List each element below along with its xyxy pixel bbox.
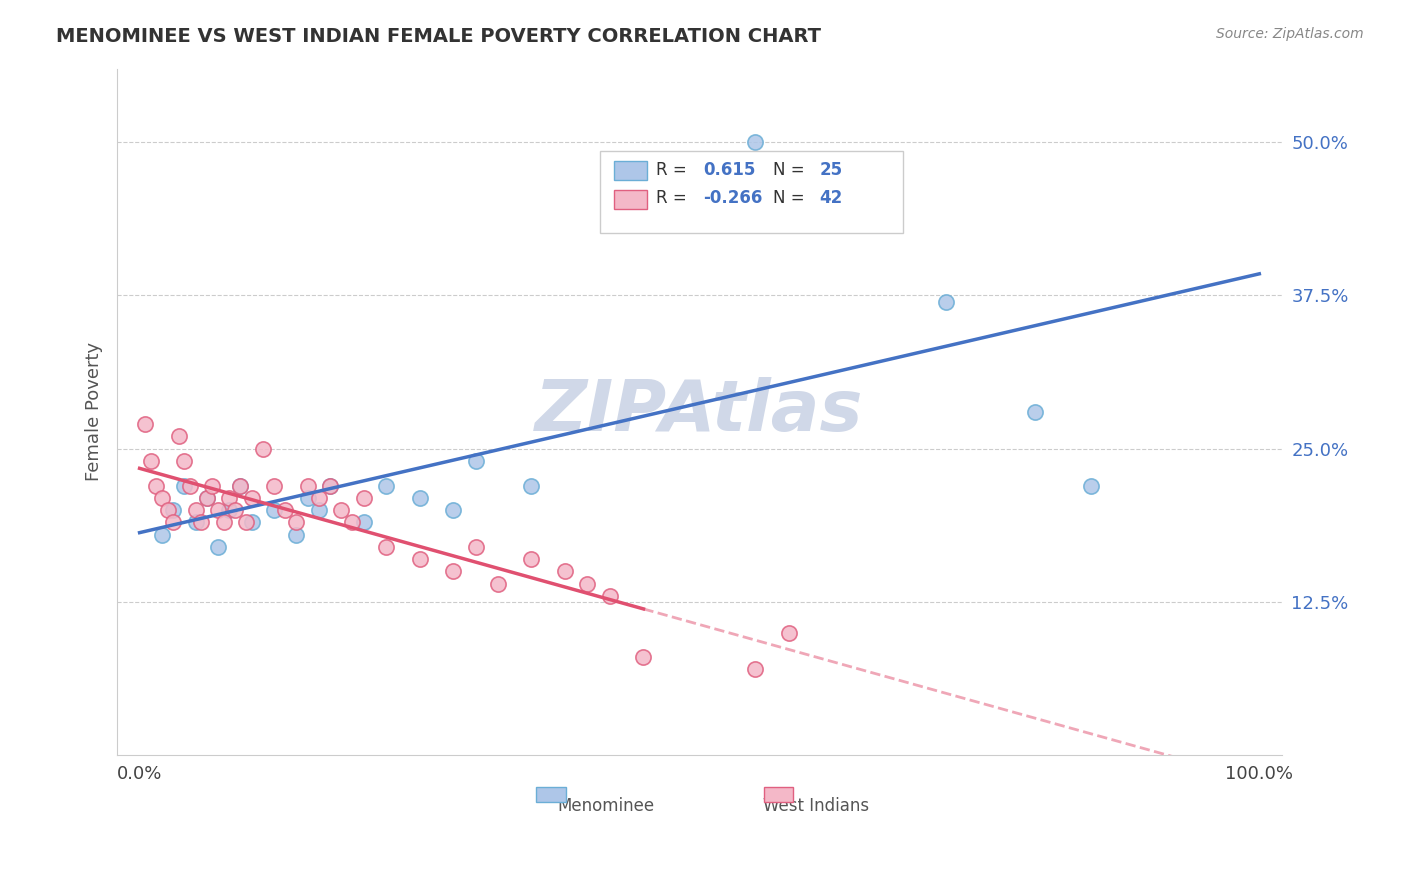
West Indians	[374, 540, 396, 554]
West Indians	[139, 454, 162, 468]
Menominee	[408, 491, 430, 505]
West Indians	[441, 565, 464, 579]
West Indians	[599, 589, 621, 603]
West Indians	[218, 491, 240, 505]
Text: West Indians: West Indians	[763, 797, 869, 814]
Menominee	[297, 491, 319, 505]
Menominee	[520, 478, 543, 492]
West Indians	[212, 516, 235, 530]
West Indians	[201, 478, 224, 492]
Text: -0.266: -0.266	[703, 188, 762, 207]
West Indians	[235, 516, 257, 530]
West Indians	[744, 663, 766, 677]
West Indians	[464, 540, 486, 554]
Y-axis label: Female Poverty: Female Poverty	[86, 343, 103, 482]
West Indians	[167, 429, 190, 443]
West Indians	[486, 576, 509, 591]
Text: R =: R =	[657, 161, 692, 179]
Text: N =: N =	[773, 161, 810, 179]
West Indians	[778, 625, 800, 640]
Menominee	[374, 478, 396, 492]
West Indians	[179, 478, 201, 492]
Menominee	[935, 294, 957, 309]
Bar	[614, 190, 647, 210]
Text: 25: 25	[820, 161, 842, 179]
Menominee	[353, 516, 375, 530]
West Indians	[576, 576, 599, 591]
West Indians	[162, 516, 184, 530]
Menominee	[744, 135, 766, 149]
West Indians	[207, 503, 229, 517]
West Indians	[633, 650, 655, 665]
West Indians	[190, 516, 212, 530]
West Indians	[150, 491, 173, 505]
West Indians	[342, 516, 364, 530]
Text: Source: ZipAtlas.com: Source: ZipAtlas.com	[1216, 27, 1364, 41]
West Indians	[195, 491, 218, 505]
West Indians	[173, 454, 195, 468]
West Indians	[229, 478, 252, 492]
West Indians	[240, 491, 263, 505]
West Indians	[520, 552, 543, 566]
Bar	[537, 787, 565, 802]
Menominee	[207, 540, 229, 554]
Text: N =: N =	[773, 188, 810, 207]
Menominee	[285, 527, 308, 541]
Text: R =: R =	[657, 188, 692, 207]
Menominee	[464, 454, 486, 468]
Menominee	[184, 516, 207, 530]
Text: ZIPAtlas: ZIPAtlas	[536, 377, 863, 446]
Text: MENOMINEE VS WEST INDIAN FEMALE POVERTY CORRELATION CHART: MENOMINEE VS WEST INDIAN FEMALE POVERTY …	[56, 27, 821, 45]
West Indians	[330, 503, 353, 517]
West Indians	[408, 552, 430, 566]
West Indians	[145, 478, 167, 492]
Menominee	[173, 478, 195, 492]
Menominee	[240, 516, 263, 530]
West Indians	[308, 491, 330, 505]
Menominee	[800, 196, 823, 211]
Bar	[763, 787, 793, 802]
West Indians	[285, 516, 308, 530]
Menominee	[150, 527, 173, 541]
West Indians	[184, 503, 207, 517]
Menominee	[229, 478, 252, 492]
Text: 0.615: 0.615	[703, 161, 755, 179]
West Indians	[554, 565, 576, 579]
Menominee	[263, 503, 285, 517]
Menominee	[1024, 405, 1046, 419]
West Indians	[297, 478, 319, 492]
Text: Menominee: Menominee	[558, 797, 655, 814]
West Indians	[134, 417, 156, 432]
Menominee	[195, 491, 218, 505]
Menominee	[162, 503, 184, 517]
West Indians	[156, 503, 179, 517]
FancyBboxPatch shape	[600, 151, 903, 234]
West Indians	[319, 478, 342, 492]
Bar	[614, 161, 647, 180]
Menominee	[441, 503, 464, 517]
Menominee	[1080, 478, 1102, 492]
Text: 42: 42	[820, 188, 842, 207]
Menominee	[308, 503, 330, 517]
Menominee	[319, 478, 342, 492]
Menominee	[218, 503, 240, 517]
West Indians	[274, 503, 297, 517]
West Indians	[224, 503, 246, 517]
West Indians	[353, 491, 375, 505]
West Indians	[263, 478, 285, 492]
West Indians	[252, 442, 274, 456]
